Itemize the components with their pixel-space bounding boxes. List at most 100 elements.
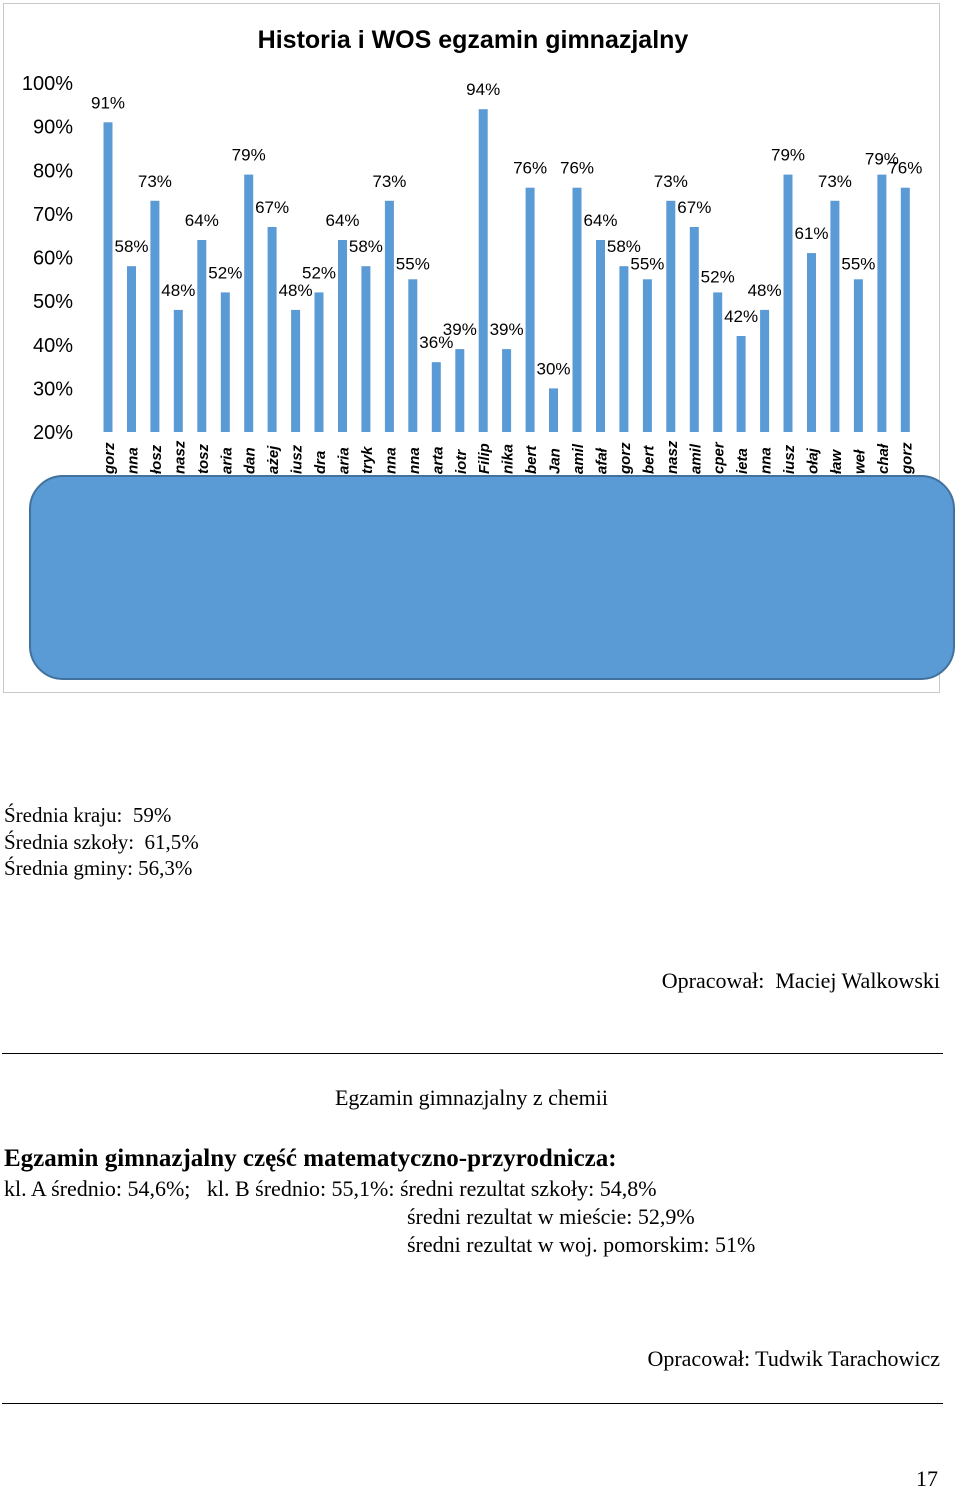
bar bbox=[900, 187, 910, 432]
y-tick-label: 50% bbox=[33, 291, 73, 313]
avg-commune: Średnia gminy: 56,3% bbox=[4, 856, 193, 880]
data-label: 76% bbox=[513, 159, 547, 178]
data-label: 36% bbox=[419, 333, 453, 352]
data-label: 73% bbox=[818, 172, 852, 191]
data-label: 61% bbox=[794, 224, 828, 243]
bar bbox=[478, 109, 488, 432]
bar bbox=[384, 200, 394, 432]
data-label: 58% bbox=[349, 237, 383, 256]
chemistry-title: Egzamin gimnazjalny z chemii bbox=[334, 1085, 609, 1110]
x-tick-label: chał bbox=[875, 443, 892, 474]
x-tick-label: arta bbox=[429, 446, 446, 474]
bar bbox=[431, 362, 441, 432]
overlay-box bbox=[29, 475, 955, 680]
bar bbox=[807, 253, 816, 432]
math-line-3: średni rezultat w woj. pomorskim: 51% bbox=[407, 1232, 756, 1257]
data-label: 52% bbox=[208, 263, 242, 282]
x-tick-label: iusz bbox=[781, 444, 798, 474]
page-number: 17 bbox=[916, 1466, 938, 1491]
data-label: 58% bbox=[114, 237, 148, 256]
data-label: 30% bbox=[536, 359, 570, 378]
x-tick-label: aria bbox=[336, 447, 353, 474]
data-label: 76% bbox=[888, 159, 922, 178]
data-label: 58% bbox=[607, 237, 641, 256]
data-label: 42% bbox=[724, 307, 758, 326]
y-tick-label: 30% bbox=[33, 378, 73, 400]
x-tick-label: weł bbox=[851, 449, 868, 474]
x-tick-label: bert bbox=[640, 445, 657, 474]
x-tick-label: amil bbox=[570, 443, 587, 474]
y-tick-label: 90% bbox=[33, 117, 73, 139]
x-tick-label: nna bbox=[124, 447, 141, 474]
x-tick-label: nasz bbox=[171, 440, 188, 474]
bar bbox=[314, 292, 324, 432]
author-walkowski: Opracował: Maciej Walkowski bbox=[661, 968, 940, 993]
data-label: 79% bbox=[771, 146, 805, 165]
x-tick-label: nna bbox=[758, 447, 775, 474]
x-tick-label: tosz bbox=[195, 444, 212, 475]
y-tick-label: 80% bbox=[33, 160, 73, 182]
y-tick-label: 40% bbox=[33, 335, 73, 357]
bar bbox=[736, 336, 746, 432]
bar bbox=[220, 292, 230, 432]
x-tick-label: ław bbox=[828, 448, 845, 474]
data-label: 52% bbox=[302, 263, 336, 282]
data-label: 67% bbox=[255, 198, 289, 217]
bar bbox=[572, 187, 582, 432]
data-label: 64% bbox=[325, 211, 359, 230]
x-tick-label: ieta bbox=[734, 448, 751, 474]
bar bbox=[267, 227, 277, 432]
divider-1 bbox=[2, 1053, 943, 1054]
data-label: 94% bbox=[466, 80, 500, 99]
bar bbox=[853, 279, 863, 432]
x-tick-label: aria bbox=[218, 447, 235, 474]
bar bbox=[150, 200, 160, 432]
bar bbox=[689, 227, 699, 432]
x-tick-label: gorz bbox=[101, 442, 118, 475]
bar bbox=[642, 279, 652, 432]
y-tick-label: 20% bbox=[33, 422, 73, 444]
y-tick-label: 100% bbox=[22, 73, 73, 95]
x-tick-label: afał bbox=[594, 447, 611, 474]
x-tick-label: Filip bbox=[476, 443, 493, 474]
bar bbox=[713, 292, 723, 432]
y-tick-label: 70% bbox=[33, 204, 73, 226]
data-label: 39% bbox=[490, 320, 524, 339]
bar bbox=[830, 200, 840, 432]
x-tick-label: cper bbox=[711, 441, 728, 474]
bar bbox=[103, 122, 113, 433]
math-heading: Egzamin gimnazjalny część matematyczno-p… bbox=[4, 1145, 617, 1172]
bar bbox=[619, 266, 629, 432]
x-tick-label: bert bbox=[523, 445, 540, 474]
data-label: 52% bbox=[701, 267, 735, 286]
x-tick-label: iusz bbox=[289, 444, 306, 474]
bar bbox=[783, 174, 793, 432]
x-tick-label: iotr bbox=[453, 449, 470, 474]
x-tick-label: tryk bbox=[359, 446, 376, 474]
bar bbox=[455, 349, 465, 432]
data-label: 91% bbox=[91, 93, 125, 112]
data-label: 76% bbox=[560, 159, 594, 178]
data-label: 73% bbox=[372, 172, 406, 191]
data-label: 55% bbox=[841, 254, 875, 273]
data-label: 48% bbox=[279, 281, 313, 300]
data-label: 48% bbox=[748, 281, 782, 300]
bar bbox=[197, 240, 207, 432]
bar bbox=[127, 266, 136, 432]
data-label: 79% bbox=[232, 146, 266, 165]
x-tick-label: amil bbox=[687, 443, 704, 474]
data-label: 48% bbox=[161, 281, 195, 300]
math-line-1: kl. A średnio: 54,6%; kl. B średnio: 55,… bbox=[4, 1176, 657, 1201]
avg-country: Średnia kraju: 59% bbox=[4, 803, 172, 827]
data-label: 55% bbox=[396, 254, 430, 273]
x-tick-label: gorz bbox=[617, 442, 634, 475]
data-label: 39% bbox=[443, 320, 477, 339]
bar bbox=[525, 187, 535, 432]
x-tick-label: ołaj bbox=[805, 447, 822, 474]
bar bbox=[173, 309, 183, 432]
x-tick-label: dra bbox=[312, 451, 329, 474]
data-label: 73% bbox=[138, 172, 172, 191]
data-label: 79% bbox=[865, 150, 899, 169]
bar bbox=[877, 174, 887, 432]
bar bbox=[291, 309, 301, 432]
